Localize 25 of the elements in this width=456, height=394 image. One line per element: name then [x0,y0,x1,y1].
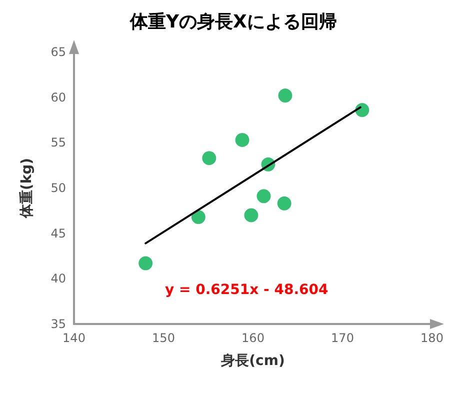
y-tick-label: 50 [50,181,66,195]
y-tick-label: 45 [50,226,66,240]
annotation: y = 0.6251x - 48.604 [165,282,328,298]
x-tick-label: 150 [152,331,175,345]
y-tick-label: 40 [50,272,66,286]
point [256,189,271,204]
point [191,210,206,224]
y-tick-label: 55 [50,136,66,150]
point [278,88,292,103]
point [138,256,153,270]
x-tick-label: 170 [331,331,354,345]
point [244,208,258,222]
x-axis-title: 身長(cm) [220,353,285,369]
x-tick-label: 180 [420,331,444,345]
y-tick-label: 65 [50,45,66,59]
point [202,151,216,166]
point [235,132,250,147]
point [355,103,370,118]
y-tick-label: 60 [50,90,66,104]
x-tick-label: 140 [62,331,86,345]
point [277,196,292,210]
x-tick-label: 160 [242,331,264,345]
y-tick-label: 35 [50,317,66,331]
y-axis-title: 体重(kg) [19,158,35,220]
chart-title: 体重Yの身長Xによる回帰 [129,12,337,32]
